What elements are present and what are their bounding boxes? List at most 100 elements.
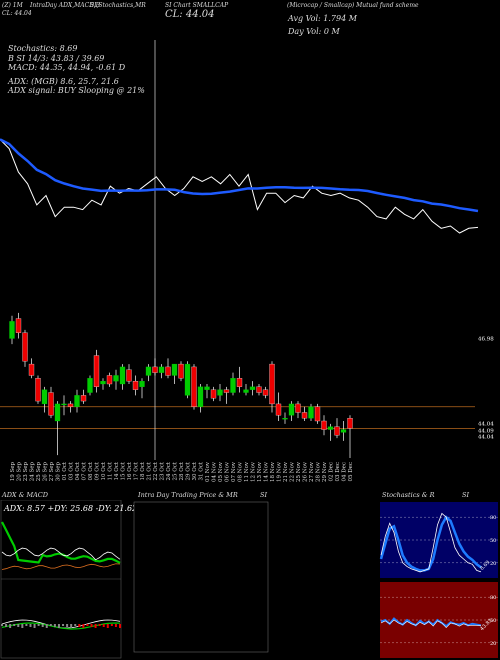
candle-body: [334, 426, 340, 436]
candle-body: [54, 403, 61, 422]
date-label: 03 Oct: [69, 461, 75, 480]
macd-histogram-bar: [90, 624, 93, 627]
date-label: 10 Oct: [101, 461, 107, 480]
candle-body: [230, 378, 236, 393]
macd-histogram-bar: [82, 624, 85, 628]
macd-histogram-bar: [74, 624, 77, 626]
candle-body: [67, 403, 74, 407]
stoch-d-line: [379, 515, 482, 572]
date-label: 16 Oct: [127, 461, 133, 480]
candle-body: [28, 363, 35, 376]
rsi-tick-label: 80: [490, 595, 496, 601]
candle-body: [41, 389, 48, 405]
macd-histogram-bar: [98, 624, 101, 626]
intraday-panel: [133, 501, 269, 653]
bands-readout: B SI 14/3: 43.83 / 39.69: [8, 54, 105, 63]
date-label: 03 Dec: [335, 462, 341, 482]
macd-histogram-bar: [5, 624, 8, 627]
candle-body: [106, 375, 113, 385]
candle-body: [165, 366, 171, 376]
macd-histogram-bar: [53, 624, 56, 627]
candle-body: [119, 366, 126, 385]
candle-body: [145, 366, 152, 376]
candle-body: [191, 366, 197, 407]
date-label: 04 Nov: [212, 461, 218, 482]
date-label: 12 Nov: [251, 461, 257, 482]
date-label: 05 Nov: [218, 461, 224, 482]
close-price: CL: 44.04: [165, 9, 215, 20]
candle-body: [262, 389, 269, 396]
adx-panel-title: ADX & MACD: [2, 491, 48, 499]
candle-body: [22, 332, 28, 362]
average-volume: Avg Vol: 1.794 M: [288, 14, 357, 23]
macd-histogram-bar: [49, 624, 52, 626]
candle-body: [204, 386, 210, 390]
macd-histogram-bar: [29, 624, 32, 627]
rsi-line: [380, 617, 482, 628]
stoch-list: SI,Stochastics,MR: [90, 2, 146, 9]
date-label: 19 Sep: [10, 462, 16, 482]
date-label: 09 Oct: [95, 461, 101, 480]
macd-histogram-bar: [37, 624, 40, 626]
date-label: 21 Oct: [147, 461, 153, 480]
macd-histogram-bar: [17, 624, 20, 627]
candle-body: [35, 378, 41, 402]
candle-body: [347, 418, 353, 429]
candle-body: [139, 381, 145, 387]
macd-histogram-bar: [1, 624, 3, 626]
date-label: 25 Oct: [173, 461, 179, 480]
stoch-tick-label: 20: [490, 561, 496, 567]
date-label: 13 Nov: [257, 461, 263, 482]
date-label: 19 Nov: [277, 461, 283, 482]
macd-histogram-bar: [94, 624, 97, 628]
adx-readout: ADX: (MGB) 8.6, 25.7, 21.6: [8, 77, 119, 86]
candle-body: [223, 389, 230, 393]
macd-histogram-bar: [13, 624, 16, 626]
date-label: 29 Oct: [186, 461, 192, 480]
candle-body: [61, 403, 67, 406]
date-label: 23 Oct: [160, 461, 166, 480]
date-label: 22 Oct: [153, 461, 159, 480]
date-label: 26 Sep: [43, 462, 49, 482]
bottom-panels: ADX: 8.57 +DY: 25.68 -DY: 21.62 8050208.…: [0, 500, 498, 659]
date-label: 11 Nov: [244, 461, 250, 482]
candle-body: [48, 392, 54, 416]
stochastics-readout: Stochastics: 8.69: [8, 44, 78, 53]
candle-body: [340, 429, 347, 433]
candle-body: [184, 363, 191, 396]
candle-body: [288, 403, 295, 416]
date-label: 24 Oct: [166, 461, 172, 480]
date-label: 27 Sep: [49, 462, 55, 482]
candle-body: [249, 386, 256, 390]
date-label: 25 Nov: [296, 461, 302, 482]
mrsi-line: [380, 619, 481, 629]
candle-body: [15, 318, 22, 333]
minus-di-line: [1, 563, 121, 570]
date-label: 06 Nov: [225, 461, 231, 482]
macd-histogram-bar: [25, 624, 28, 626]
candle-body: [126, 369, 132, 382]
candle-body: [171, 363, 178, 376]
stoch-tick-label: 50: [490, 538, 496, 544]
candle-body: [132, 381, 139, 390]
candle-body: [178, 363, 184, 379]
macd-histogram-bar: [86, 624, 89, 626]
date-label: 30 Oct: [192, 461, 198, 480]
intra-panel-si: SI: [260, 491, 268, 499]
macd-histogram-bar: [62, 624, 65, 626]
macd-histogram-bar: [33, 624, 36, 628]
candle-body: [87, 378, 93, 393]
macd-histogram-bar: [114, 624, 117, 627]
candle-body: [9, 321, 15, 339]
candle-body: [80, 395, 87, 402]
candle-body: [210, 389, 217, 399]
intra-panel-title: Intra Day Trading Price & MR: [138, 491, 238, 499]
date-label: 24 Sep: [30, 462, 36, 482]
candle-body: [197, 386, 204, 407]
chart-title: SI Chart SMALLCAP: [165, 2, 229, 9]
candle-body: [158, 366, 165, 373]
date-label: 26 Nov: [303, 461, 309, 482]
date-label: 21 Nov: [283, 461, 289, 482]
date-label: 27 Nov: [309, 461, 315, 482]
